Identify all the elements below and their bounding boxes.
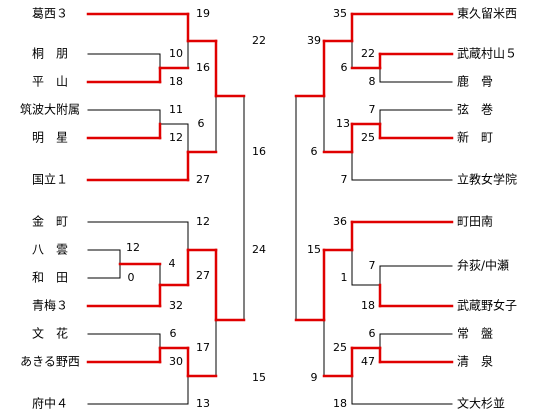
score: 47 xyxy=(361,355,375,368)
team-name: 文大杉並 xyxy=(457,396,505,411)
team-name: 町田南 xyxy=(457,214,493,229)
score: 7 xyxy=(369,259,376,272)
team-name: 立教女学院 xyxy=(457,172,517,187)
score: 27 xyxy=(196,269,210,282)
score: 10 xyxy=(169,47,183,60)
score: 15 xyxy=(252,371,266,384)
score: 6 xyxy=(341,61,348,74)
team-name: 武蔵野女子 xyxy=(457,298,517,313)
score: 8 xyxy=(369,75,376,88)
team-name: 金 町 xyxy=(32,214,68,229)
score: 30 xyxy=(169,355,183,368)
team-name: 八 雲 xyxy=(32,243,68,257)
score: 18 xyxy=(361,299,375,312)
score: 7 xyxy=(369,103,376,116)
score: 12 xyxy=(169,131,183,144)
score: 16 xyxy=(196,61,210,74)
score: 16 xyxy=(252,145,266,158)
score: 7 xyxy=(341,173,348,186)
team-name: 新 町 xyxy=(457,130,493,145)
team-name: 弁荻/中瀬 xyxy=(457,258,509,273)
score: 18 xyxy=(333,397,347,410)
team-name: あきる野西 xyxy=(20,355,80,369)
score: 35 xyxy=(333,7,347,20)
score: 25 xyxy=(333,341,347,354)
team-name: 国立１ xyxy=(32,172,68,187)
score: 18 xyxy=(169,75,183,88)
team-name: 常 盤 xyxy=(457,327,493,341)
team-name: 筑波大附属 xyxy=(20,102,80,117)
score: 11 xyxy=(169,103,183,116)
score: 6 xyxy=(170,327,177,340)
score: 22 xyxy=(252,34,266,47)
team-name: 桐 朋 xyxy=(32,47,68,61)
score: 6 xyxy=(311,145,318,158)
team-name: 鹿 骨 xyxy=(457,74,493,89)
score: 6 xyxy=(198,117,205,130)
score: 36 xyxy=(333,215,347,228)
team-name: 葛西３ xyxy=(32,7,68,21)
team-name: 明 星 xyxy=(32,131,68,145)
score: 17 xyxy=(196,341,210,354)
team-name: 和 田 xyxy=(32,271,68,285)
team-name: 青梅３ xyxy=(32,298,68,313)
team-name: 東久留米西 xyxy=(457,7,517,21)
score: 22 xyxy=(361,47,375,60)
score: 19 xyxy=(196,7,210,20)
score: 9 xyxy=(311,371,318,384)
score: 12 xyxy=(196,215,210,228)
score: 4 xyxy=(169,257,176,270)
team-name: 府中４ xyxy=(32,396,68,411)
score: 0 xyxy=(128,271,135,284)
team-name: 文 花 xyxy=(32,326,68,341)
score: 1 xyxy=(341,271,348,284)
score: 15 xyxy=(307,243,321,256)
team-name: 武蔵村山５ xyxy=(457,47,517,61)
team-name: 清 泉 xyxy=(457,355,493,369)
score: 12 xyxy=(126,241,140,254)
score: 6 xyxy=(369,327,376,340)
score: 27 xyxy=(196,173,210,186)
score: 13 xyxy=(336,117,350,130)
team-name: 平 山 xyxy=(32,75,68,89)
score: 32 xyxy=(169,299,183,312)
score: 39 xyxy=(307,34,321,47)
score: 24 xyxy=(252,243,266,256)
team-name: 弦 巻 xyxy=(457,102,493,117)
score: 13 xyxy=(196,397,210,410)
score: 25 xyxy=(361,131,375,144)
